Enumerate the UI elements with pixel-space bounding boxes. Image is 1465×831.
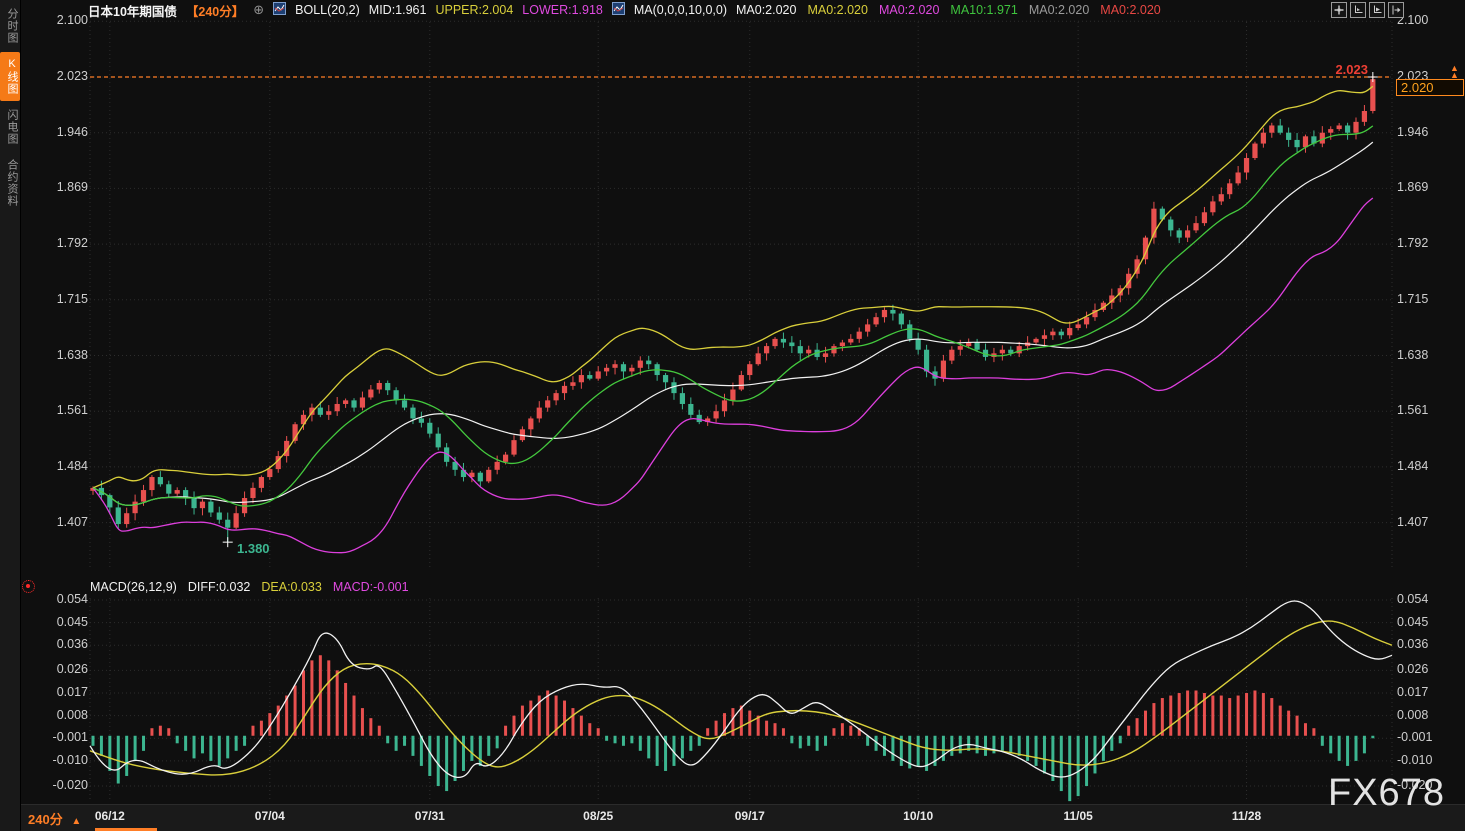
y-axis-label: 1.792 [1397,236,1429,251]
y-axis-label: 0.017 [1397,685,1429,700]
y-axis-label: 1.484 [56,458,88,473]
chart-header: 日本10年期国债 【240分】 ⊕ BOLL(20,2) MID:1.961 U… [88,1,1161,19]
y-axis-label: -0.020 [1397,778,1433,793]
interval-selector[interactable]: 240分 ▲ [28,809,81,828]
ma-value: MA0:2.020 [1100,3,1161,17]
y-axis-label: 1.484 [1397,458,1429,473]
session-low-label: 1.380 [237,541,270,556]
ma-value: MA10:1.971 [950,3,1018,17]
y-axis-label: -0.010 [1397,752,1433,767]
macd-header: MACD(26,12,9) DIFF:0.032 DEA:0.033 MACD:… [90,580,409,594]
pan-right-button[interactable] [1388,2,1404,18]
y-axis-label: 0.017 [56,685,88,700]
y-axis-label: -0.010 [52,752,88,767]
y-axis-label: 0.036 [1397,637,1429,652]
y-axis-label: 1.946 [56,124,88,139]
boll-upper-value: UPPER:2.004 [435,3,514,17]
interval-label: 240分 [28,812,63,827]
y-axis-label: 0.045 [56,614,88,629]
y-axis-label: 0.045 [1397,614,1429,629]
ma-values: MA0:2.020 MA0:2.020 MA0:2.020 MA10:1.971 MA0… [736,3,1161,17]
x-axis-label: 07/31 [414,809,445,823]
y-axis-label: 1.407 [56,514,88,529]
y-axis-label: 0.026 [1397,662,1429,677]
interval-tag[interactable]: 【240分】 [185,4,245,19]
ma-group-label: MA(0,0,0,10,0,0) [633,3,727,17]
indicator-chart-icon[interactable] [611,2,625,18]
sidebar-item-合约资料[interactable]: 合约资料 [6,159,18,207]
time-axis-bar [20,804,1465,831]
y-axis-label: 1.946 [1397,124,1429,139]
price-up-arrow-icon: ▲ ▲ [1450,63,1459,80]
y-axis-label: 2.100 [56,13,88,28]
boll-label: BOLL(20,2) [295,3,360,17]
y-axis-label: 1.869 [56,180,88,195]
current-price-box: 2.020 [1396,79,1464,96]
y-axis-label: 2.100 [1397,13,1429,28]
x-axis-label: 11/05 [1063,809,1093,823]
y-axis-label: 2.023 [56,69,88,83]
instrument-title: 日本10年期国债 [88,4,177,19]
macd-name: MACD(26,12,9) [90,580,177,594]
y-axis-label: 1.638 [1397,347,1429,362]
boll-mid-value: MID:1.961 [368,3,427,17]
ma-value: MA0:2.020 [736,3,797,17]
boll-lower-value: LOWER:1.918 [522,3,603,17]
x-axis-label: 08/25 [583,809,614,823]
session-high-label: 2.023 [1335,62,1368,77]
y-axis-label: 1.407 [1397,514,1429,529]
y-axis-label: 0.036 [56,637,88,652]
axis-scale-left-button[interactable] [1350,2,1366,18]
crosshair-button[interactable] [1331,2,1347,18]
up-triangle-icon: ▲ [71,816,82,827]
alert-indicator-icon[interactable] [22,580,35,593]
macd-diff-value: DIFF:0.032 [187,580,251,594]
macd-value: MACD:-0.001 [332,580,409,594]
x-axis-label: 10/10 [903,809,934,823]
y-axis-label: 0.008 [1397,707,1429,722]
axis-scale-right-button[interactable] [1369,2,1385,18]
y-axis-label: 1.715 [1397,291,1429,306]
macd-dea-value: DEA:0.033 [261,580,322,594]
x-axis-label: 09/17 [734,809,765,823]
y-axis-label: 1.869 [1397,180,1429,195]
sidebar-item-闪电图[interactable]: 闪电图 [6,109,18,145]
y-axis-label: -0.001 [52,730,88,745]
sidebar-item-K线图[interactable]: K线图 [0,52,20,101]
x-axis-label: 11/28 [1231,809,1262,823]
ma-value: MA0:2.020 [878,3,940,17]
add-indicator-icon[interactable]: ⊕ [253,2,265,17]
y-axis-label: 0.026 [56,662,88,677]
indicator-chart-icon[interactable] [273,2,287,18]
ma-value: MA0:2.020 [807,3,868,17]
scrollbar-thumb[interactable] [95,828,157,831]
y-axis-label: 1.561 [1397,403,1429,418]
y-axis-label: 1.792 [56,236,88,251]
y-axis-label: 0.008 [56,707,88,722]
ma-value: MA0:2.020 [1028,3,1090,17]
y-axis-label: 0.054 [56,592,88,606]
y-axis-label: -0.020 [52,778,88,793]
y-axis-label: 0.054 [1397,592,1429,606]
y-axis-label: 1.638 [56,347,88,362]
y-axis-label: 1.561 [56,403,88,418]
y-axis-label: 1.715 [56,291,88,306]
y-axis-label: -0.001 [1397,730,1433,745]
watermark: FX678 [1328,772,1445,814]
x-axis-label: 07/04 [254,809,285,823]
sidebar-item-分时图[interactable]: 分时图 [6,8,18,44]
sidebar: 分时图 K线图闪电图合约资料 [0,0,21,831]
chart-toolbar [1331,2,1404,18]
x-axis-label: 06/12 [94,809,125,823]
